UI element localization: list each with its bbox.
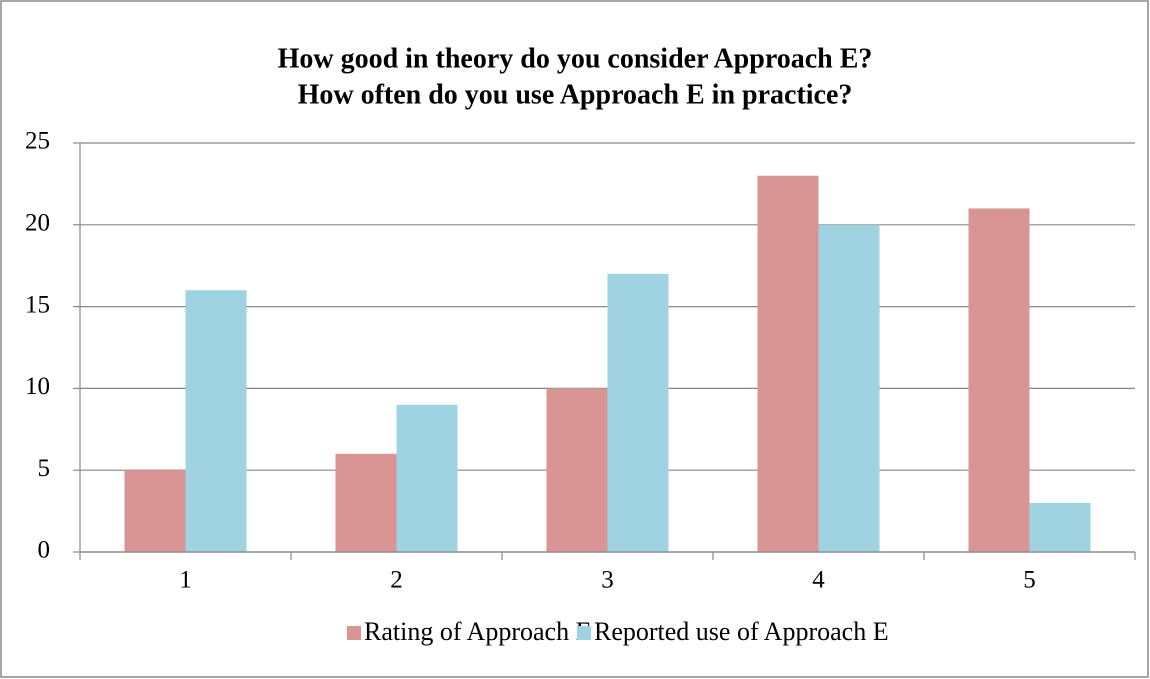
x-tick-label: 2 [390, 567, 403, 594]
x-tick-label: 4 [812, 567, 825, 594]
legend-label: Rating of Approach E [364, 617, 591, 646]
y-tick-label: 5 [38, 455, 51, 482]
x-tick-label: 1 [179, 567, 192, 594]
bar [546, 388, 608, 552]
x-tick-label: 5 [1023, 567, 1036, 594]
bar [968, 208, 1030, 552]
y-tick-label: 20 [25, 210, 50, 237]
bar [335, 453, 397, 552]
bar [396, 404, 458, 552]
bar [1029, 502, 1091, 552]
bar [607, 273, 669, 552]
bar [185, 290, 247, 552]
bar [818, 224, 880, 553]
bar [124, 470, 186, 552]
y-tick-label: 0 [38, 537, 51, 564]
legend-swatch [577, 626, 591, 640]
y-tick-label: 25 [25, 128, 50, 155]
y-tick-label: 10 [25, 373, 50, 400]
x-tick-label: 3 [601, 567, 614, 594]
legend-swatch [347, 626, 361, 640]
chart-title: How good in theory do you consider Appro… [278, 43, 873, 74]
y-tick-label: 15 [25, 291, 50, 318]
bar [757, 175, 819, 552]
chart-title: How often do you use Approach E in pract… [298, 79, 853, 110]
legend-label: Reported use of Approach E [594, 617, 889, 646]
